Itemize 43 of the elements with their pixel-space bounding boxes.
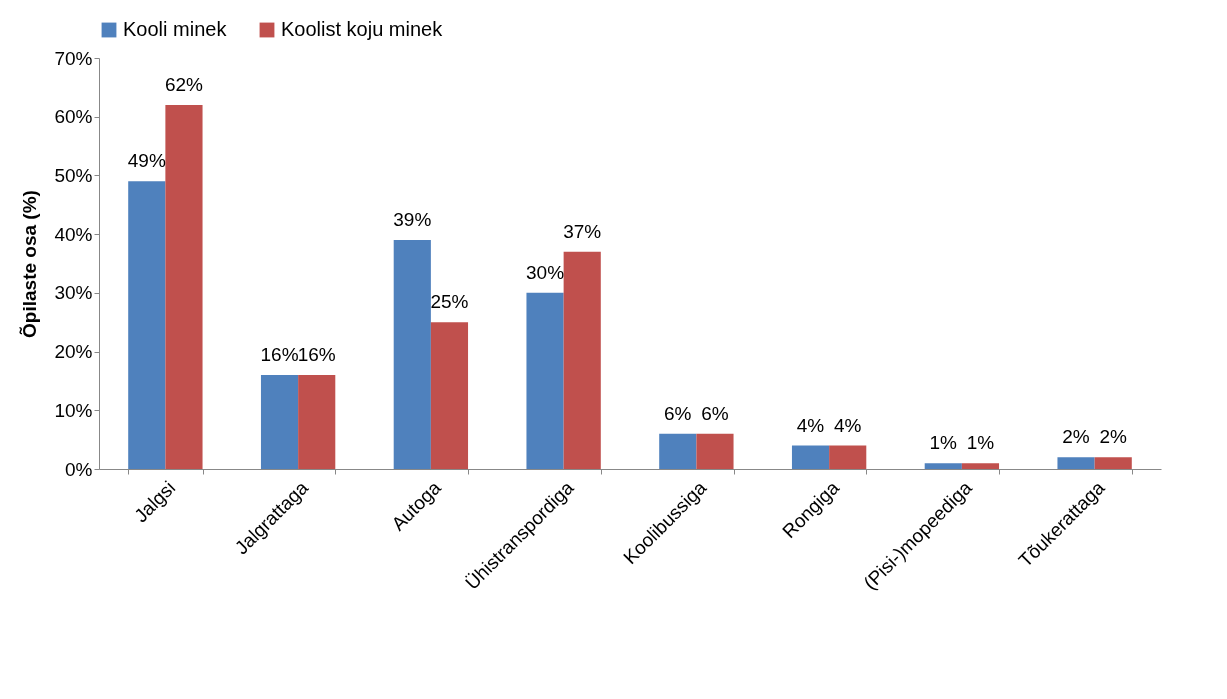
data-label: 4% [796,414,825,436]
bar [165,104,203,469]
bar [924,463,962,469]
data-label: 25% [430,291,469,313]
bar [829,445,867,469]
data-label: 1% [929,432,958,454]
y-tick-label: 60% [54,106,93,128]
bar [128,181,166,469]
data-label: 2% [1099,426,1128,448]
y-tick-label: 70% [54,47,93,69]
data-label: 62% [164,73,204,95]
bar [791,445,830,469]
y-tick-label: 40% [54,223,93,245]
data-label: 49% [127,150,166,172]
bar [696,433,734,469]
legend-label: Kooli minek [123,18,228,40]
bar [260,375,299,469]
legend-label: Koolist koju minek [281,18,444,40]
data-label: 1% [966,432,995,454]
y-tick-label: 0% [65,458,93,480]
bar [1094,457,1132,469]
bar [1057,457,1095,469]
bar [526,292,564,469]
bar [961,463,1000,469]
bar [430,322,469,469]
data-label: 16% [297,344,336,366]
y-tick-label: 10% [54,399,93,421]
data-label: 6% [701,402,729,424]
y-axis-title: Õpilaste osa (%) [19,190,41,338]
data-label: 6% [664,402,692,424]
bar [298,375,336,469]
bar [393,240,431,469]
data-label: 16% [260,344,299,366]
y-tick-label: 30% [54,282,93,304]
data-label: 37% [563,220,602,242]
bar [563,251,601,469]
data-label: 39% [393,209,432,231]
data-label: 30% [526,261,565,283]
bar [659,433,697,469]
y-tick-label: 20% [54,341,93,363]
y-tick-label: 50% [54,164,93,186]
data-label: 2% [1062,426,1090,448]
data-label: 4% [833,414,862,436]
